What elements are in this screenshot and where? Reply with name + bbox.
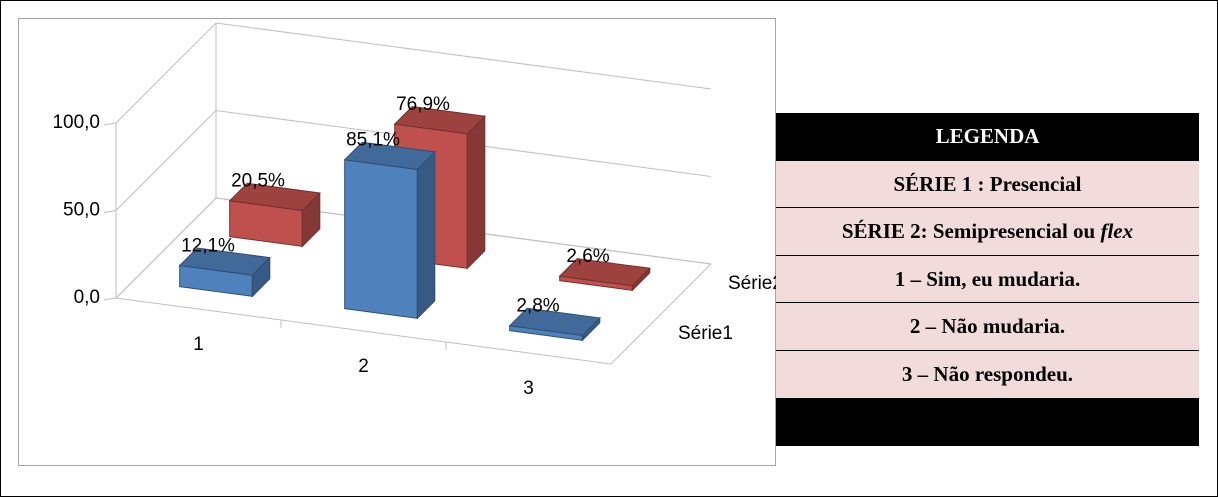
bar bbox=[508, 307, 601, 342]
bar-top bbox=[393, 106, 486, 135]
bar-top bbox=[178, 247, 271, 276]
bar bbox=[228, 182, 321, 248]
y-tick-label: 100,0 bbox=[52, 112, 100, 133]
data-label: 76,9% bbox=[396, 94, 450, 115]
bar bbox=[343, 141, 436, 320]
data-label: 85,1% bbox=[346, 130, 400, 151]
x-tick-label: 2 bbox=[358, 356, 369, 377]
data-label: 20,5% bbox=[231, 171, 285, 192]
grid-line bbox=[115, 22, 712, 124]
legend-row: 1 – Sim, eu mudaria. bbox=[776, 255, 1199, 304]
bar-top bbox=[228, 182, 321, 211]
x-tick-label: 1 bbox=[193, 334, 204, 355]
bar bbox=[558, 258, 651, 292]
bar-top bbox=[558, 258, 651, 287]
grid-line bbox=[115, 109, 712, 211]
y-tick-label: 0,0 bbox=[74, 287, 100, 308]
legend-row: SÉRIE 1 : Presencial bbox=[776, 160, 1199, 209]
data-label: 12,1% bbox=[181, 235, 235, 256]
legend-title: LEGENDA bbox=[776, 113, 1199, 161]
series-label: Série2 bbox=[728, 273, 776, 294]
bar-side bbox=[416, 150, 436, 320]
bar bbox=[178, 247, 271, 298]
series-label: Série1 bbox=[678, 323, 733, 344]
bar-side bbox=[466, 115, 486, 270]
legend-table: LEGENDA SÉRIE 1 : Presencial SÉRIE 2: Se… bbox=[776, 113, 1199, 447]
bar-top bbox=[508, 307, 601, 336]
y-tick-label: 50,0 bbox=[63, 200, 100, 221]
bar-front bbox=[344, 159, 418, 319]
legend-text: SÉRIE 2: Semipresencial ou bbox=[841, 219, 1101, 244]
legend-row: 2 – Não mudaria. bbox=[776, 303, 1199, 351]
y-tick bbox=[103, 210, 117, 213]
chart: 0,0 50,0 100,0 20,5% 76,9% 2,6% Série2 12,1% 85,… bbox=[18, 18, 776, 466]
legend-footer bbox=[776, 398, 1199, 447]
legend-text: flex bbox=[1100, 219, 1134, 244]
data-label: 2,8% bbox=[516, 296, 559, 317]
y-tick bbox=[103, 297, 117, 301]
bar-top bbox=[343, 141, 436, 170]
grid-line bbox=[115, 197, 712, 299]
y-tick bbox=[103, 122, 117, 126]
data-label: 2,6% bbox=[566, 246, 609, 267]
x-tick-label: 3 bbox=[523, 378, 534, 399]
legend-row: 3 – Não respondeu. bbox=[776, 350, 1199, 399]
legend-row: SÉRIE 2: Semipresencial ou flex bbox=[776, 208, 1199, 256]
